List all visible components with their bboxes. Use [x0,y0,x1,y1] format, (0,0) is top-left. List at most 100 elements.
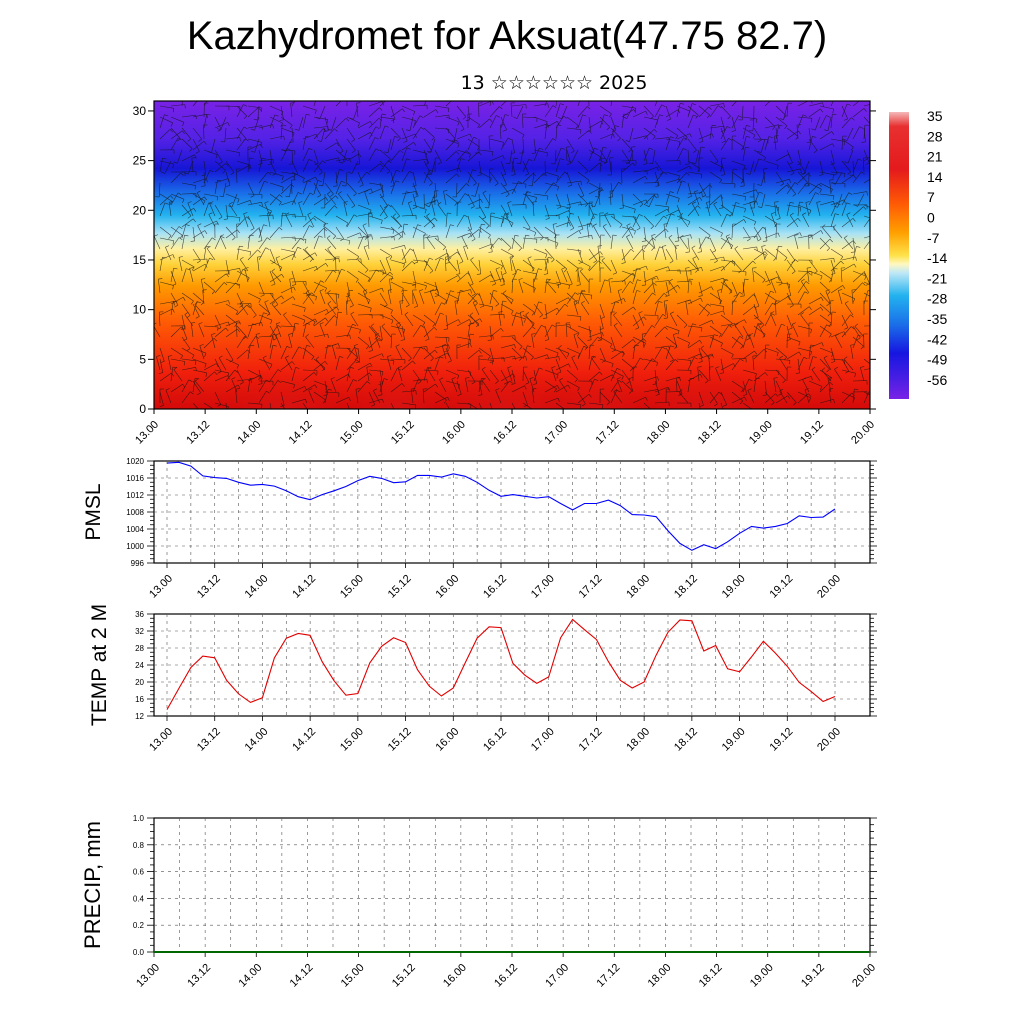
wind-barb [599,347,606,362]
wind-barb [324,389,329,404]
wind-barb [610,125,616,140]
wind-barb-flag [212,237,216,241]
x-tick-label: 13.00 [133,419,161,447]
wind-barb [500,137,509,151]
wind-barb [621,149,630,162]
wind-barb [511,259,517,274]
wind-barb-flag [590,205,595,208]
wind-barb-flag [381,113,386,115]
wind-barb [832,227,843,239]
wind-barb [399,301,403,316]
wind-barb-flag [297,192,302,195]
wind-barb-flag [718,333,722,338]
wind-barb-flag [615,125,619,128]
wind-barb-flag [844,235,848,239]
wind-barb [225,268,240,272]
wind-barb-flag [277,325,282,328]
wind-barb [225,171,231,186]
wind-barb [445,256,447,272]
wind-barb [434,281,440,296]
wind-barb-flag [558,356,560,361]
wind-barb [353,345,359,360]
wind-barb [247,158,250,173]
wind-barb-flag [513,157,519,159]
wind-barb [159,347,165,362]
wind-barb [621,204,636,210]
wind-barb-flag [790,172,795,176]
wind-barb [181,379,190,393]
wind-barb [841,369,856,374]
wind-barb [346,325,361,330]
wind-barb-flag [787,296,791,301]
wind-barb [170,130,183,140]
wind-barb [720,323,735,327]
wind-barb [797,204,812,211]
wind-barb [423,160,431,174]
wind-barb-flag [591,203,593,208]
wind-barb-flag [518,181,523,184]
wind-barb [258,237,268,250]
wind-barb-flag [177,192,182,196]
wind-barb [346,300,348,316]
wind-barb [500,237,512,248]
wind-barb-flag [391,119,396,121]
wind-barb-flag [363,245,369,248]
wind-barb [258,379,267,393]
wind-barb-flag [250,128,255,131]
wind-barb [731,223,733,239]
wind-barb [723,281,733,294]
wind-barb [164,160,172,174]
wind-barb [775,380,783,394]
wind-barb [401,191,407,206]
wind-barb [390,333,393,349]
wind-barb [525,314,535,327]
wind-barb [643,127,656,137]
wind-barb [632,316,644,327]
wind-barb-flag [286,346,291,349]
wind-barb-flag [833,205,838,208]
x-tick-label: 17.12 [594,962,622,990]
wind-barb [555,281,570,286]
wind-barb [247,292,261,300]
x-tick-label: 15.12 [390,962,418,990]
wind-barb [429,193,436,207]
wind-barb-flag [538,367,543,370]
wind-barb-flag [719,207,724,209]
wind-barb [489,347,494,362]
wind-barb-flag [426,213,430,217]
wind-barb-flag [474,302,478,307]
wind-barb [500,380,510,393]
wind-barb [181,208,194,217]
wind-barb [610,280,625,283]
wind-barb-flag [418,378,423,381]
wind-barb-flag [833,201,835,206]
x-tick-label: 20.00 [815,726,843,754]
wind-barb [663,301,667,316]
wind-barb [412,292,419,307]
wind-barb-flag [478,394,483,396]
wind-barb [255,334,260,349]
wind-barb-flag [235,282,239,286]
wind-barb-flag [359,232,362,237]
wind-barb-flag [253,314,257,318]
wind-barb [331,116,337,131]
wind-barb [742,116,757,120]
wind-barb-flag [448,344,450,349]
wind-barb [220,116,227,131]
wind-barb [775,184,787,195]
colorbar-label: 35 [927,108,943,124]
wind-barb-flag [827,291,831,295]
wind-barb [247,249,258,261]
wind-barb [599,213,614,217]
wind-barb-flag [590,295,593,300]
wind-barb [478,149,493,152]
wind-barb-flag [670,345,675,348]
wind-barb [488,135,491,151]
wind-barb [379,325,383,340]
wind-barb [665,248,674,262]
y-tick-label: 36 [135,610,144,619]
wind-barb-flag [603,161,608,165]
wind-barb [621,226,631,239]
wind-barb [203,193,218,197]
